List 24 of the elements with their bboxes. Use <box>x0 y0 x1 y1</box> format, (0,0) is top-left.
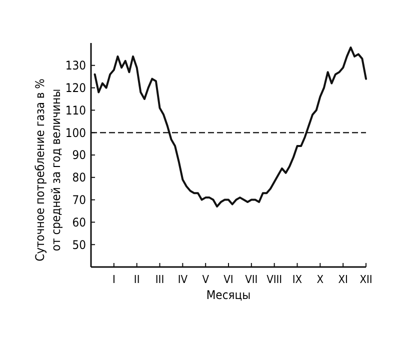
x-tick-label: XII <box>360 273 372 286</box>
x-tick-label: V <box>202 273 210 286</box>
y-tick-label: 120 <box>65 81 86 95</box>
y-tick-label: 70 <box>72 193 86 207</box>
x-tick-label: IV <box>178 273 188 286</box>
x-tick-label: III <box>155 273 164 286</box>
y-axis-title: Суточное потребление газа в % от средней за год величины <box>33 78 63 262</box>
y-tick-label: 50 <box>72 238 86 252</box>
x-tick-label: VIII <box>266 273 282 286</box>
y-tick-label: 130 <box>65 58 86 73</box>
x-tick-label: VII <box>245 273 258 286</box>
y-tick-label: 80 <box>72 170 86 185</box>
x-tick-label: XI <box>338 273 348 286</box>
y-tick-label: 100 <box>65 126 86 140</box>
x-tick-label: II <box>134 273 140 286</box>
x-tick-label: X <box>316 273 324 286</box>
line-series <box>94 46 367 208</box>
x-tick-label: I <box>112 273 116 286</box>
x-tick-label: VI <box>224 273 234 286</box>
y-tick-label: 60 <box>72 215 86 230</box>
x-axis-title: Месяцы <box>206 288 251 302</box>
y-tick-label: 110 <box>65 103 86 118</box>
y-tick-label: 90 <box>72 148 86 162</box>
x-tick-label: IX <box>292 273 302 286</box>
